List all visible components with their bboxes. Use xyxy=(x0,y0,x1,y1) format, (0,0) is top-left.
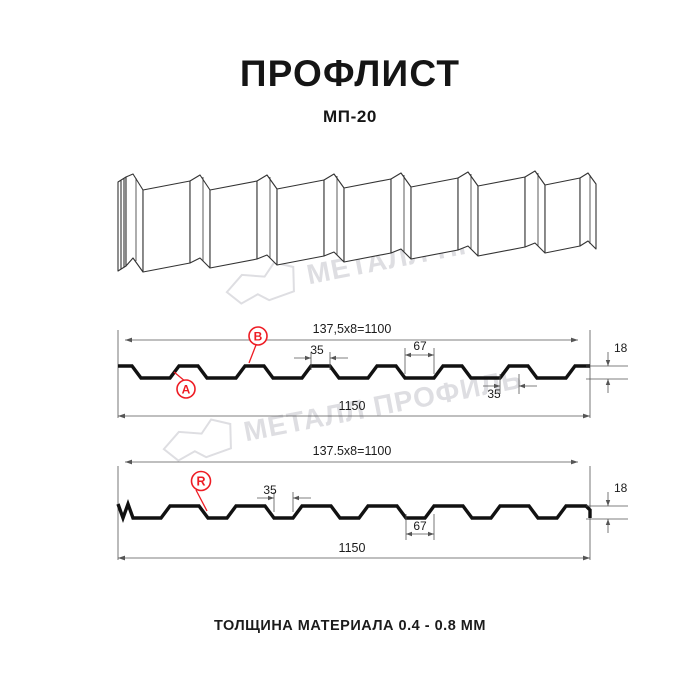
profile-section-bottom: 137.5x8=1100 1150 35 xyxy=(116,444,628,561)
dim-bottom-rib-pitch-label: 35 xyxy=(263,483,277,497)
dim-top-rib-width: 67 xyxy=(404,339,435,374)
dim-top-overall-label: 1150 xyxy=(339,399,366,413)
dim-bottom-height: 18 xyxy=(586,481,628,533)
dim-top-overall: 1150 xyxy=(118,399,590,419)
dim-top-rib-width-label: 67 xyxy=(413,339,427,353)
dim-top-rib-pitch-label: 35 xyxy=(310,343,324,357)
dim-top-rib-base-label: 35 xyxy=(487,387,501,401)
dim-bottom-module-label: 137.5x8=1100 xyxy=(313,444,392,458)
dim-bottom-overall-label: 1150 xyxy=(339,541,366,555)
page-subtitle: МП-20 xyxy=(323,107,377,126)
material-thickness-note: ТОЛЩИНА МАТЕРИАЛА 0.4 - 0.8 ММ xyxy=(214,618,486,634)
dim-top-rib-base: 35 xyxy=(483,374,537,401)
dim-bottom-rib-pitch: 35 xyxy=(257,483,311,512)
dim-top-module-label: 137,5x8=1100 xyxy=(313,322,392,336)
page-title: ПРОФЛИСТ xyxy=(239,53,461,94)
isometric-corrugated-sheet xyxy=(117,170,597,273)
section-top-profile-outline xyxy=(118,364,590,380)
dim-bottom-rib-width-label: 67 xyxy=(413,519,427,533)
callout-marker-b: B xyxy=(248,326,268,364)
section-bottom-profile-outline xyxy=(116,498,592,524)
sheet-rib-group xyxy=(125,170,597,273)
dim-bottom-module: 137.5x8=1100 xyxy=(125,444,578,465)
callout-marker-r: R xyxy=(190,470,212,512)
callout-label-b: B xyxy=(254,330,263,344)
watermark-logo-icon xyxy=(162,418,232,462)
dim-top-height: 18 xyxy=(586,341,628,393)
dim-bottom-overall: 1150 xyxy=(118,541,590,561)
dim-top-module: 137,5x8=1100 xyxy=(125,322,578,343)
dim-top-rib-pitch: 35 xyxy=(294,343,348,370)
dim-bottom-rib-width: 67 xyxy=(405,514,435,540)
section-top-extension-lines xyxy=(117,330,591,418)
callout-label-a: A xyxy=(182,383,191,397)
sheet-fold-lines xyxy=(135,173,591,261)
callout-label-r: R xyxy=(196,475,205,489)
sheet-left-edge xyxy=(117,176,127,272)
title-block: ПРОФЛИСТ МП-20 xyxy=(0,52,700,128)
profile-section-top: 137,5x8=1100 1150 35 xyxy=(117,322,628,419)
dim-top-height-label: 18 xyxy=(614,341,628,355)
dim-bottom-height-label: 18 xyxy=(614,481,628,495)
watermark-logo-icon xyxy=(225,261,295,305)
callout-marker-a: A xyxy=(173,371,196,399)
